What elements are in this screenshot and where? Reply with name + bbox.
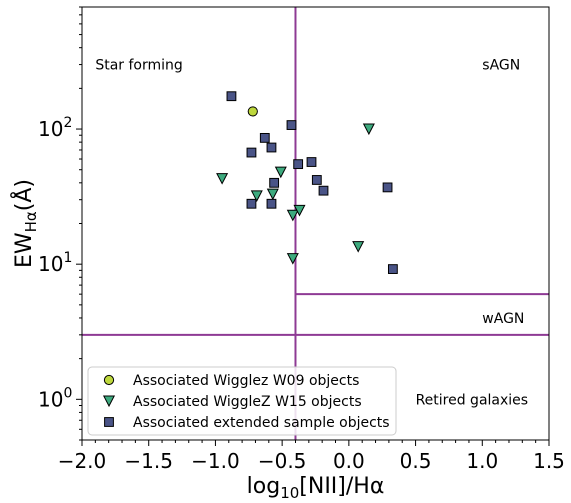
x-axis-title: log10[NII]/Hα (247, 474, 385, 502)
x-tick-label: −1.0 (191, 449, 240, 473)
legend-marker-square (104, 417, 114, 427)
data-point-square (293, 159, 304, 170)
legend-box (87, 366, 397, 436)
data-point-square (246, 147, 257, 158)
region-label: Star forming (95, 58, 182, 74)
x-tick-label: 0.0 (333, 449, 365, 473)
region-label: wAGN (482, 311, 524, 327)
x-tick-label: 1.5 (533, 449, 565, 473)
data-point-square (306, 157, 317, 167)
legend-marker-triangle-down (102, 395, 116, 408)
legend-entry: Associated extended sample objects (133, 415, 390, 431)
data-point-square (246, 198, 257, 209)
data-point-square (382, 182, 393, 193)
data-point-square (259, 132, 270, 143)
data-point-square (286, 120, 297, 130)
data-point-square (269, 177, 280, 188)
data-point-triangle-down (274, 166, 287, 179)
data-point-triangle-down (266, 188, 279, 201)
plot-content: Star forming sAGN wAGN Retired galaxies (82, 7, 549, 440)
region-label: sAGN (482, 58, 520, 74)
data-point-triangle-down (352, 241, 365, 253)
axes: −2.0 −1.5 −1.0 −0.5 0.0 0.5 1.0 1.5 100 101 102 log… (10, 6, 565, 502)
data-point-triangle-down (362, 123, 375, 136)
data-point-triangle-down (293, 204, 306, 217)
data-point-square (266, 198, 277, 209)
legend-marker-circle (103, 374, 115, 386)
y-tick-label: 101 (38, 250, 72, 276)
legend: Associated Wigglez W09 objects Associated… (87, 366, 397, 436)
data-point-square (266, 142, 277, 153)
data-point-square (318, 185, 329, 196)
data-point-square (311, 175, 322, 185)
x-tick-label: −1.5 (124, 449, 173, 473)
data-point-circle (247, 106, 258, 117)
data-point-square (226, 91, 237, 102)
x-tick-label: 1.0 (466, 449, 498, 473)
y-axis-title: EWHα(Å) (10, 179, 40, 268)
data-point-triangle-down (216, 173, 229, 185)
legend-entry: Associated Wigglez W09 objects (133, 373, 359, 389)
data-point-triangle-down (286, 253, 299, 265)
region-label: Retired galaxies (416, 392, 529, 408)
x-tick-label: −0.5 (258, 449, 307, 473)
x-tick-label: 0.5 (400, 449, 432, 473)
x-tick-label: −2.0 (58, 449, 107, 473)
y-tick-label: 102 (38, 115, 72, 141)
data-point-triangle-down (250, 190, 263, 202)
data-point-square (387, 264, 398, 274)
data-point-triangle-down (286, 209, 299, 222)
legend-entry: Associated WiggleZ W15 objects (133, 394, 362, 410)
y-tick-label: 100 (38, 385, 72, 411)
